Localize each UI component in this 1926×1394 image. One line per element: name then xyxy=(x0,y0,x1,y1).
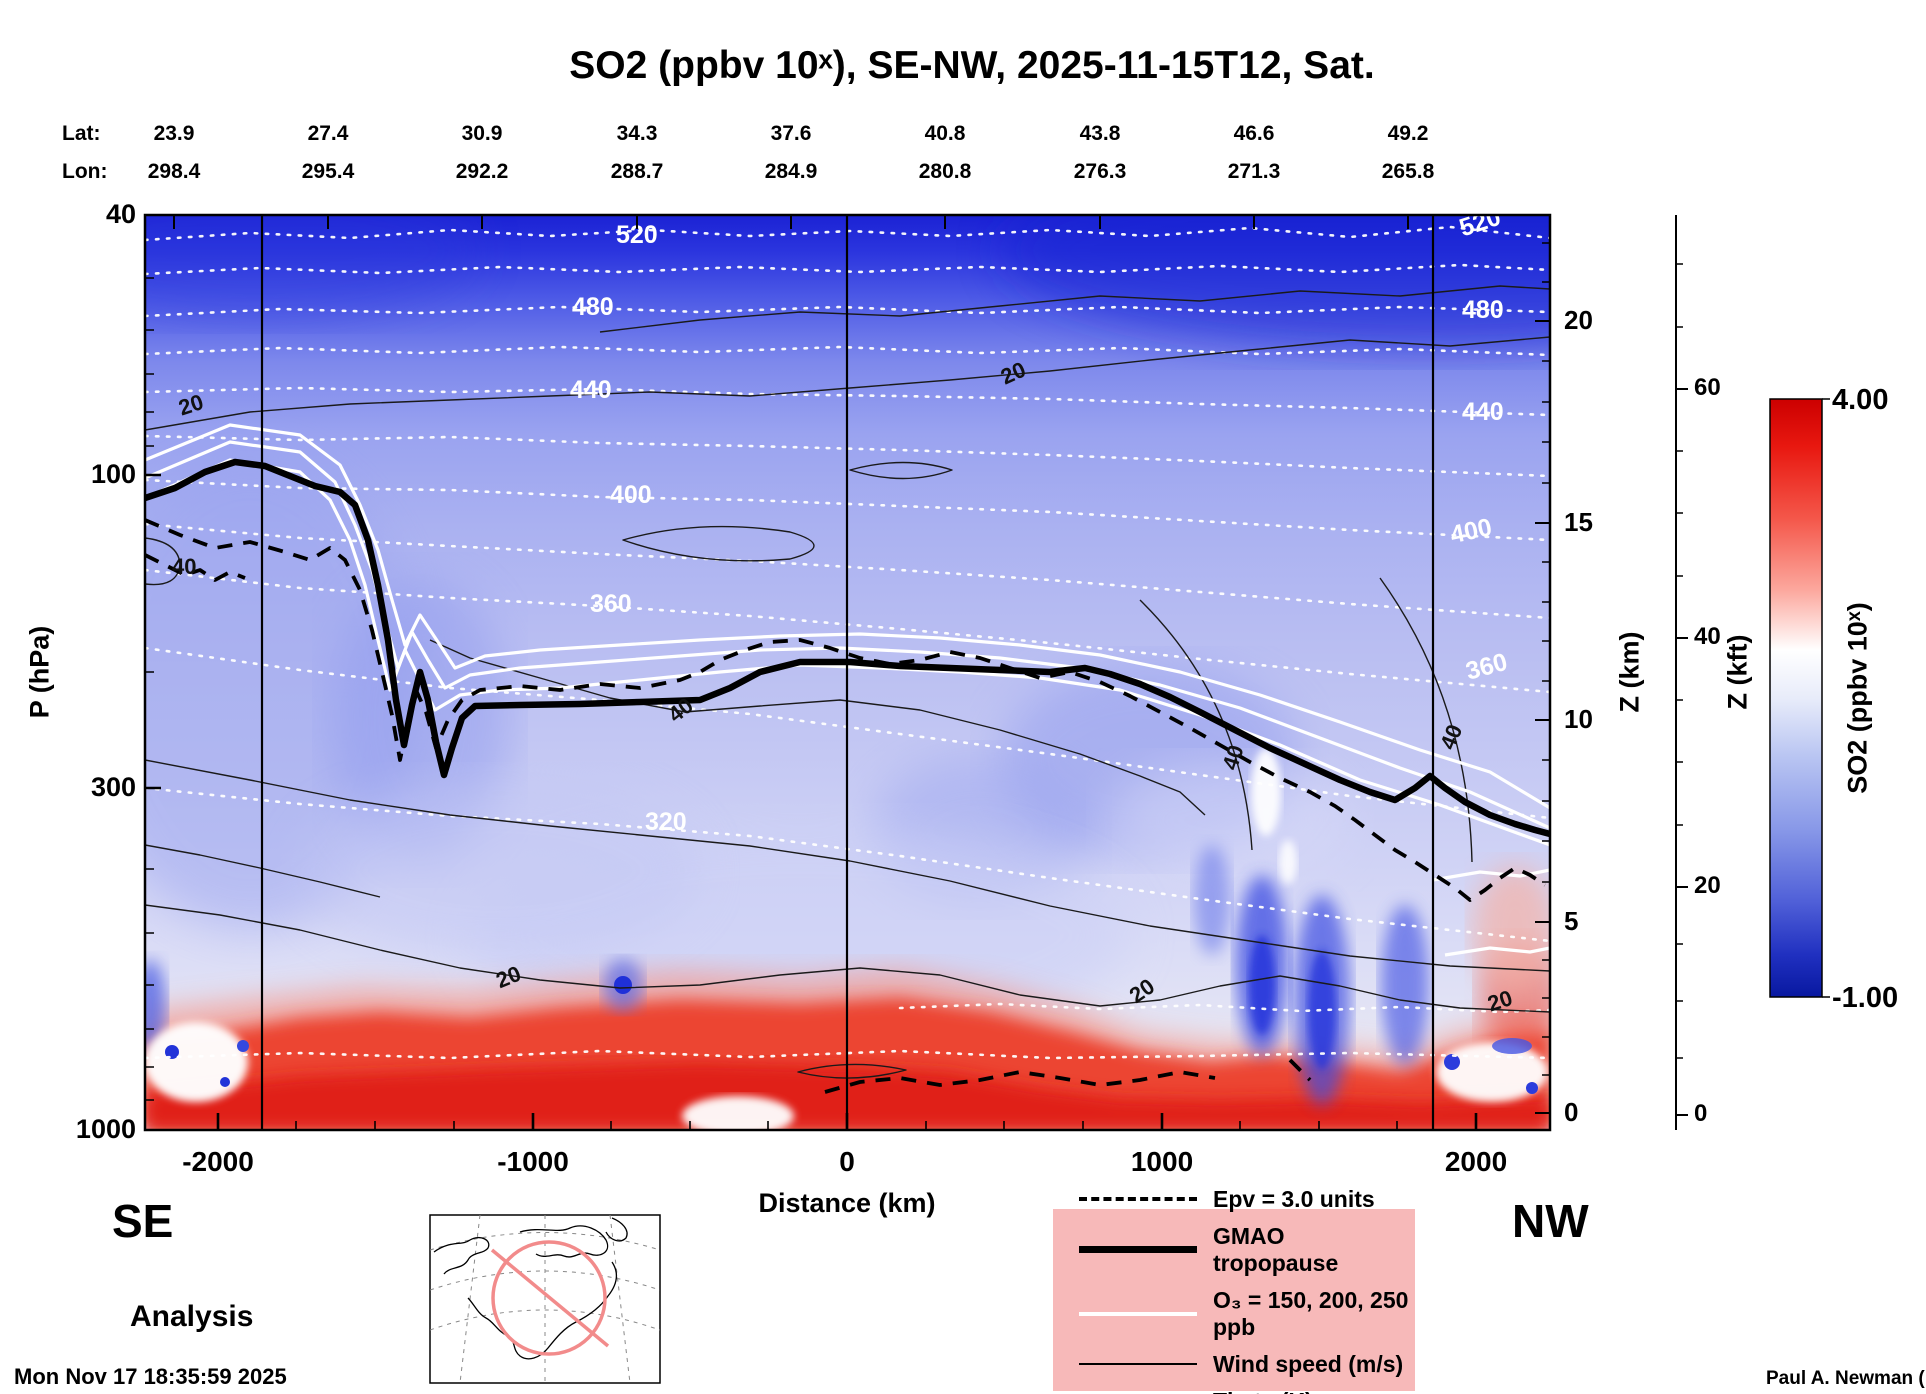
lon-tick: 280.8 xyxy=(918,160,972,183)
pressure-tick: 40 xyxy=(105,199,136,229)
distance-tick: 0 xyxy=(839,1146,855,1177)
ozone-line-sample xyxy=(1079,1311,1197,1316)
lat-tick: 34.3 xyxy=(616,122,658,145)
zkm-tick: 20 xyxy=(1564,305,1593,335)
legend-row-wind: Wind speed (m/s) xyxy=(1079,1351,1415,1378)
theta-label: 480 xyxy=(1462,296,1504,324)
se-endpoint-label: SE xyxy=(112,1195,174,1247)
distance-axis-title: Distance (km) xyxy=(758,1188,936,1218)
legend-row-epv: Epv = 3.0 units xyxy=(1079,1186,1415,1213)
generation-timestamp: Mon Nov 17 18:35:59 2025 xyxy=(14,1364,287,1389)
lon-tick: 265.8 xyxy=(1381,160,1435,183)
zkm-tick: 0 xyxy=(1564,1097,1579,1127)
so2-filled-field xyxy=(145,215,1550,1130)
tropopause-line xyxy=(145,458,1550,838)
legend: Epv = 3.0 units GMAO tropopause O₃ = 150… xyxy=(1053,1186,1415,1394)
distance-tick: -1000 xyxy=(497,1146,569,1177)
theta-label: 320 xyxy=(645,808,687,836)
legend-label: O₃ = 150, 200, 250 ppb xyxy=(1213,1286,1409,1340)
kft-axis xyxy=(1675,215,1688,1130)
chart-title: SO2 (ppbv 10ˣ), SE-NW, 2025-11-15T12, Sa… xyxy=(569,44,1375,87)
lat-tick: 40.8 xyxy=(924,122,966,145)
ozone-contours xyxy=(145,423,1550,957)
zkm-axis-title: Z (km) xyxy=(1614,631,1645,713)
lon-tick: 284.9 xyxy=(764,160,818,183)
lon-tick: 295.4 xyxy=(301,160,355,183)
zkft-axis-title: Z (kft) xyxy=(1722,634,1753,710)
pressure-tick: 1000 xyxy=(75,1114,136,1144)
zkm-tick: 5 xyxy=(1564,906,1579,936)
lon-tick: 276.3 xyxy=(1073,160,1127,183)
legend-row-theta: Theta (K) xyxy=(1079,1388,1415,1394)
lon-tick: 292.2 xyxy=(455,160,509,183)
colorbar-max-label: 4.00 xyxy=(1832,384,1889,416)
lat-tick: 43.8 xyxy=(1079,122,1121,145)
credit-line: Paul A. Newman (NASA xyxy=(1766,1368,1926,1389)
lon-tick: 288.7 xyxy=(610,160,664,183)
colorbar xyxy=(1769,398,1830,998)
theta-label: 480 xyxy=(572,293,614,321)
zkft-tick: 40 xyxy=(1694,623,1721,650)
legend-row-tropopause: GMAO tropopause xyxy=(1079,1223,1415,1277)
theta-label: 360 xyxy=(590,590,632,618)
zkft-tick: 0 xyxy=(1694,1100,1708,1127)
lon-tick: 298.4 xyxy=(147,160,201,183)
nw-endpoint-label: NW xyxy=(1512,1195,1589,1247)
analysis-label: Analysis xyxy=(130,1300,254,1333)
tropopause-line-sample xyxy=(1079,1246,1197,1253)
epv-line-sample xyxy=(1079,1197,1197,1201)
lon-tick: 271.3 xyxy=(1227,160,1281,183)
wind-line-sample xyxy=(1079,1363,1197,1365)
wind-speed-contours xyxy=(145,285,1550,1079)
lat-tick: 23.9 xyxy=(153,122,195,145)
lat-axis-label: Lat: xyxy=(62,122,101,145)
zkm-tick: 10 xyxy=(1564,704,1593,734)
lat-tick: 37.6 xyxy=(770,122,812,145)
theta-label: 440 xyxy=(1462,398,1504,426)
legend-row-ozone: O₃ = 150, 200, 250 ppb xyxy=(1079,1287,1415,1341)
colorbar-min-label: -1.00 xyxy=(1832,982,1899,1014)
lat-tick: 49.2 xyxy=(1387,122,1429,145)
plot-frame xyxy=(143,213,1552,1132)
epv-contours xyxy=(145,518,1547,1094)
legend-label: Epv = 3.0 units xyxy=(1213,1185,1375,1212)
lat-tick: 46.6 xyxy=(1233,122,1275,145)
legend-label: GMAO tropopause xyxy=(1213,1222,1339,1276)
theta-label: 400 xyxy=(610,481,652,509)
zkft-tick: 60 xyxy=(1694,374,1721,401)
distance-tick: -2000 xyxy=(182,1146,254,1177)
legend-label: Theta (K) xyxy=(1213,1388,1313,1394)
lat-tick: 30.9 xyxy=(461,122,503,145)
map-inset xyxy=(429,1214,661,1384)
distance-tick: 2000 xyxy=(1444,1146,1508,1177)
pressure-tick: 300 xyxy=(90,772,136,802)
zkm-tick: 15 xyxy=(1564,507,1593,537)
lat-tick: 27.4 xyxy=(307,122,349,145)
wind-label: 40 xyxy=(172,554,196,579)
section-path-marker xyxy=(490,1240,610,1356)
zkft-tick: 20 xyxy=(1694,872,1721,899)
lon-axis-label: Lon: xyxy=(62,160,108,183)
distance-tick: 1000 xyxy=(1130,1146,1194,1177)
reference-lines xyxy=(260,215,1435,1130)
colorbar-title: SO2 (ppbv 10ˣ) xyxy=(1842,602,1873,794)
legend-label: Wind speed (m/s) xyxy=(1213,1350,1404,1377)
pressure-tick: 100 xyxy=(90,459,136,489)
theta-label: 440 xyxy=(570,376,612,404)
pressure-axis-title: P (hPa) xyxy=(24,625,55,719)
